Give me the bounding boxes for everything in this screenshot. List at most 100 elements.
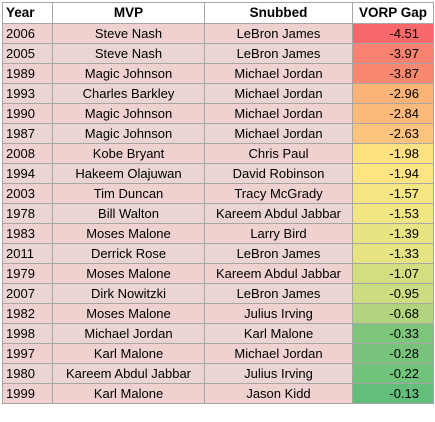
vorp-gap-cell: -1.07 (353, 264, 434, 284)
mvp-cell: Magic Johnson (53, 104, 205, 124)
table-row: 1989 Magic Johnson Michael Jordan -3.87 (3, 64, 434, 84)
table-row: 1993 Charles Barkley Michael Jordan -2.96 (3, 84, 434, 104)
header-row: Year MVP Snubbed VORP Gap (3, 3, 434, 24)
snubbed-cell: Kareem Abdul Jabbar (205, 204, 353, 224)
vorp-gap-cell: -0.33 (353, 324, 434, 344)
vorp-gap-cell: -0.13 (353, 384, 434, 404)
year-cell: 1983 (3, 224, 53, 244)
snubbed-cell: LeBron James (205, 44, 353, 64)
year-cell: 2005 (3, 44, 53, 64)
mvp-cell: Magic Johnson (53, 124, 205, 144)
vorp-gap-cell: -0.68 (353, 304, 434, 324)
table-row: 2008 Kobe Bryant Chris Paul -1.98 (3, 144, 434, 164)
vorp-gap-cell: -1.57 (353, 184, 434, 204)
snubbed-cell: Tracy McGrady (205, 184, 353, 204)
snubbed-cell: Julius Irving (205, 304, 353, 324)
snubbed-cell: LeBron James (205, 244, 353, 264)
vorp-gap-cell: -2.96 (353, 84, 434, 104)
vorp-gap-cell: -1.33 (353, 244, 434, 264)
vorp-gap-cell: -3.97 (353, 44, 434, 64)
table-row: 2006 Steve Nash LeBron James -4.51 (3, 24, 434, 44)
header-snubbed: Snubbed (205, 3, 353, 24)
mvp-cell: Kareem Abdul Jabbar (53, 364, 205, 384)
table-row: 2007 Dirk Nowitzki LeBron James -0.95 (3, 284, 434, 304)
table-row: 1978 Bill Walton Kareem Abdul Jabbar -1.53 (3, 204, 434, 224)
year-cell: 1987 (3, 124, 53, 144)
year-cell: 2006 (3, 24, 53, 44)
header-vorp-gap: VORP Gap (353, 3, 434, 24)
mvp-cell: Moses Malone (53, 264, 205, 284)
snubbed-cell: Kareem Abdul Jabbar (205, 264, 353, 284)
vorp-gap-cell: -1.53 (353, 204, 434, 224)
year-cell: 1997 (3, 344, 53, 364)
mvp-cell: Karl Malone (53, 384, 205, 404)
mvp-cell: Magic Johnson (53, 64, 205, 84)
mvp-cell: Steve Nash (53, 24, 205, 44)
vorp-gap-cell: -0.28 (353, 344, 434, 364)
snubbed-cell: Larry Bird (205, 224, 353, 244)
year-cell: 1980 (3, 364, 53, 384)
vorp-gap-cell: -1.94 (353, 164, 434, 184)
mvp-cell: Charles Barkley (53, 84, 205, 104)
table-row: 1983 Moses Malone Larry Bird -1.39 (3, 224, 434, 244)
mvp-cell: Steve Nash (53, 44, 205, 64)
snubbed-cell: Karl Malone (205, 324, 353, 344)
table-row: 2003 Tim Duncan Tracy McGrady -1.57 (3, 184, 434, 204)
snubbed-cell: Michael Jordan (205, 104, 353, 124)
table-row: 1994 Hakeem Olajuwan David Robinson -1.94 (3, 164, 434, 184)
mvp-cell: Michael Jordan (53, 324, 205, 344)
year-cell: 1979 (3, 264, 53, 284)
year-cell: 1993 (3, 84, 53, 104)
table-row: 1980 Kareem Abdul Jabbar Julius Irving -0.2… (3, 364, 434, 384)
vorp-gap-cell: -1.39 (353, 224, 434, 244)
table-row: 1987 Magic Johnson Michael Jordan -2.63 (3, 124, 434, 144)
year-cell: 1998 (3, 324, 53, 344)
mvp-cell: Hakeem Olajuwan (53, 164, 205, 184)
snubbed-cell: David Robinson (205, 164, 353, 184)
year-cell: 1989 (3, 64, 53, 84)
year-cell: 2008 (3, 144, 53, 164)
snubbed-cell: LeBron James (205, 24, 353, 44)
snubbed-cell: Michael Jordan (205, 84, 353, 104)
mvp-cell: Tim Duncan (53, 184, 205, 204)
table-row: 1979 Moses Malone Kareem Abdul Jabbar -1.07 (3, 264, 434, 284)
table-row: 1998 Michael Jordan Karl Malone -0.33 (3, 324, 434, 344)
snubbed-cell: Chris Paul (205, 144, 353, 164)
mvp-cell: Moses Malone (53, 304, 205, 324)
vorp-gap-cell: -2.63 (353, 124, 434, 144)
snubbed-cell: Michael Jordan (205, 344, 353, 364)
mvp-cell: Bill Walton (53, 204, 205, 224)
table-row: 1982 Moses Malone Julius Irving -0.68 (3, 304, 434, 324)
year-cell: 1978 (3, 204, 53, 224)
table-row: 1999 Karl Malone Jason Kidd -0.13 (3, 384, 434, 404)
mvp-cell: Dirk Nowitzki (53, 284, 205, 304)
table-row: 2005 Steve Nash LeBron James -3.97 (3, 44, 434, 64)
snubbed-cell: Julius Irving (205, 364, 353, 384)
year-cell: 1999 (3, 384, 53, 404)
year-cell: 1990 (3, 104, 53, 124)
snubbed-cell: Michael Jordan (205, 64, 353, 84)
snubbed-cell: Jason Kidd (205, 384, 353, 404)
mvp-cell: Kobe Bryant (53, 144, 205, 164)
vorp-gap-cell: -2.84 (353, 104, 434, 124)
table-row: 1990 Magic Johnson Michael Jordan -2.84 (3, 104, 434, 124)
vorp-gap-cell: -3.87 (353, 64, 434, 84)
table-body: 2006 Steve Nash LeBron James -4.51 2005 Steve… (3, 24, 434, 404)
snubbed-cell: LeBron James (205, 284, 353, 304)
mvp-cell: Derrick Rose (53, 244, 205, 264)
table-row: 2011 Derrick Rose LeBron James -1.33 (3, 244, 434, 264)
table-row: 1997 Karl Malone Michael Jordan -0.28 (3, 344, 434, 364)
vorp-gap-cell: -1.98 (353, 144, 434, 164)
year-cell: 1982 (3, 304, 53, 324)
year-cell: 2007 (3, 284, 53, 304)
vorp-gap-cell: -0.95 (353, 284, 434, 304)
year-cell: 1994 (3, 164, 53, 184)
vorp-gap-cell: -0.22 (353, 364, 434, 384)
mvp-cell: Karl Malone (53, 344, 205, 364)
vorp-gap-cell: -4.51 (353, 24, 434, 44)
year-cell: 2011 (3, 244, 53, 264)
vorp-gap-table: Year MVP Snubbed VORP Gap 2006 Steve Nash… (2, 2, 434, 404)
year-cell: 2003 (3, 184, 53, 204)
header-mvp: MVP (53, 3, 205, 24)
mvp-cell: Moses Malone (53, 224, 205, 244)
